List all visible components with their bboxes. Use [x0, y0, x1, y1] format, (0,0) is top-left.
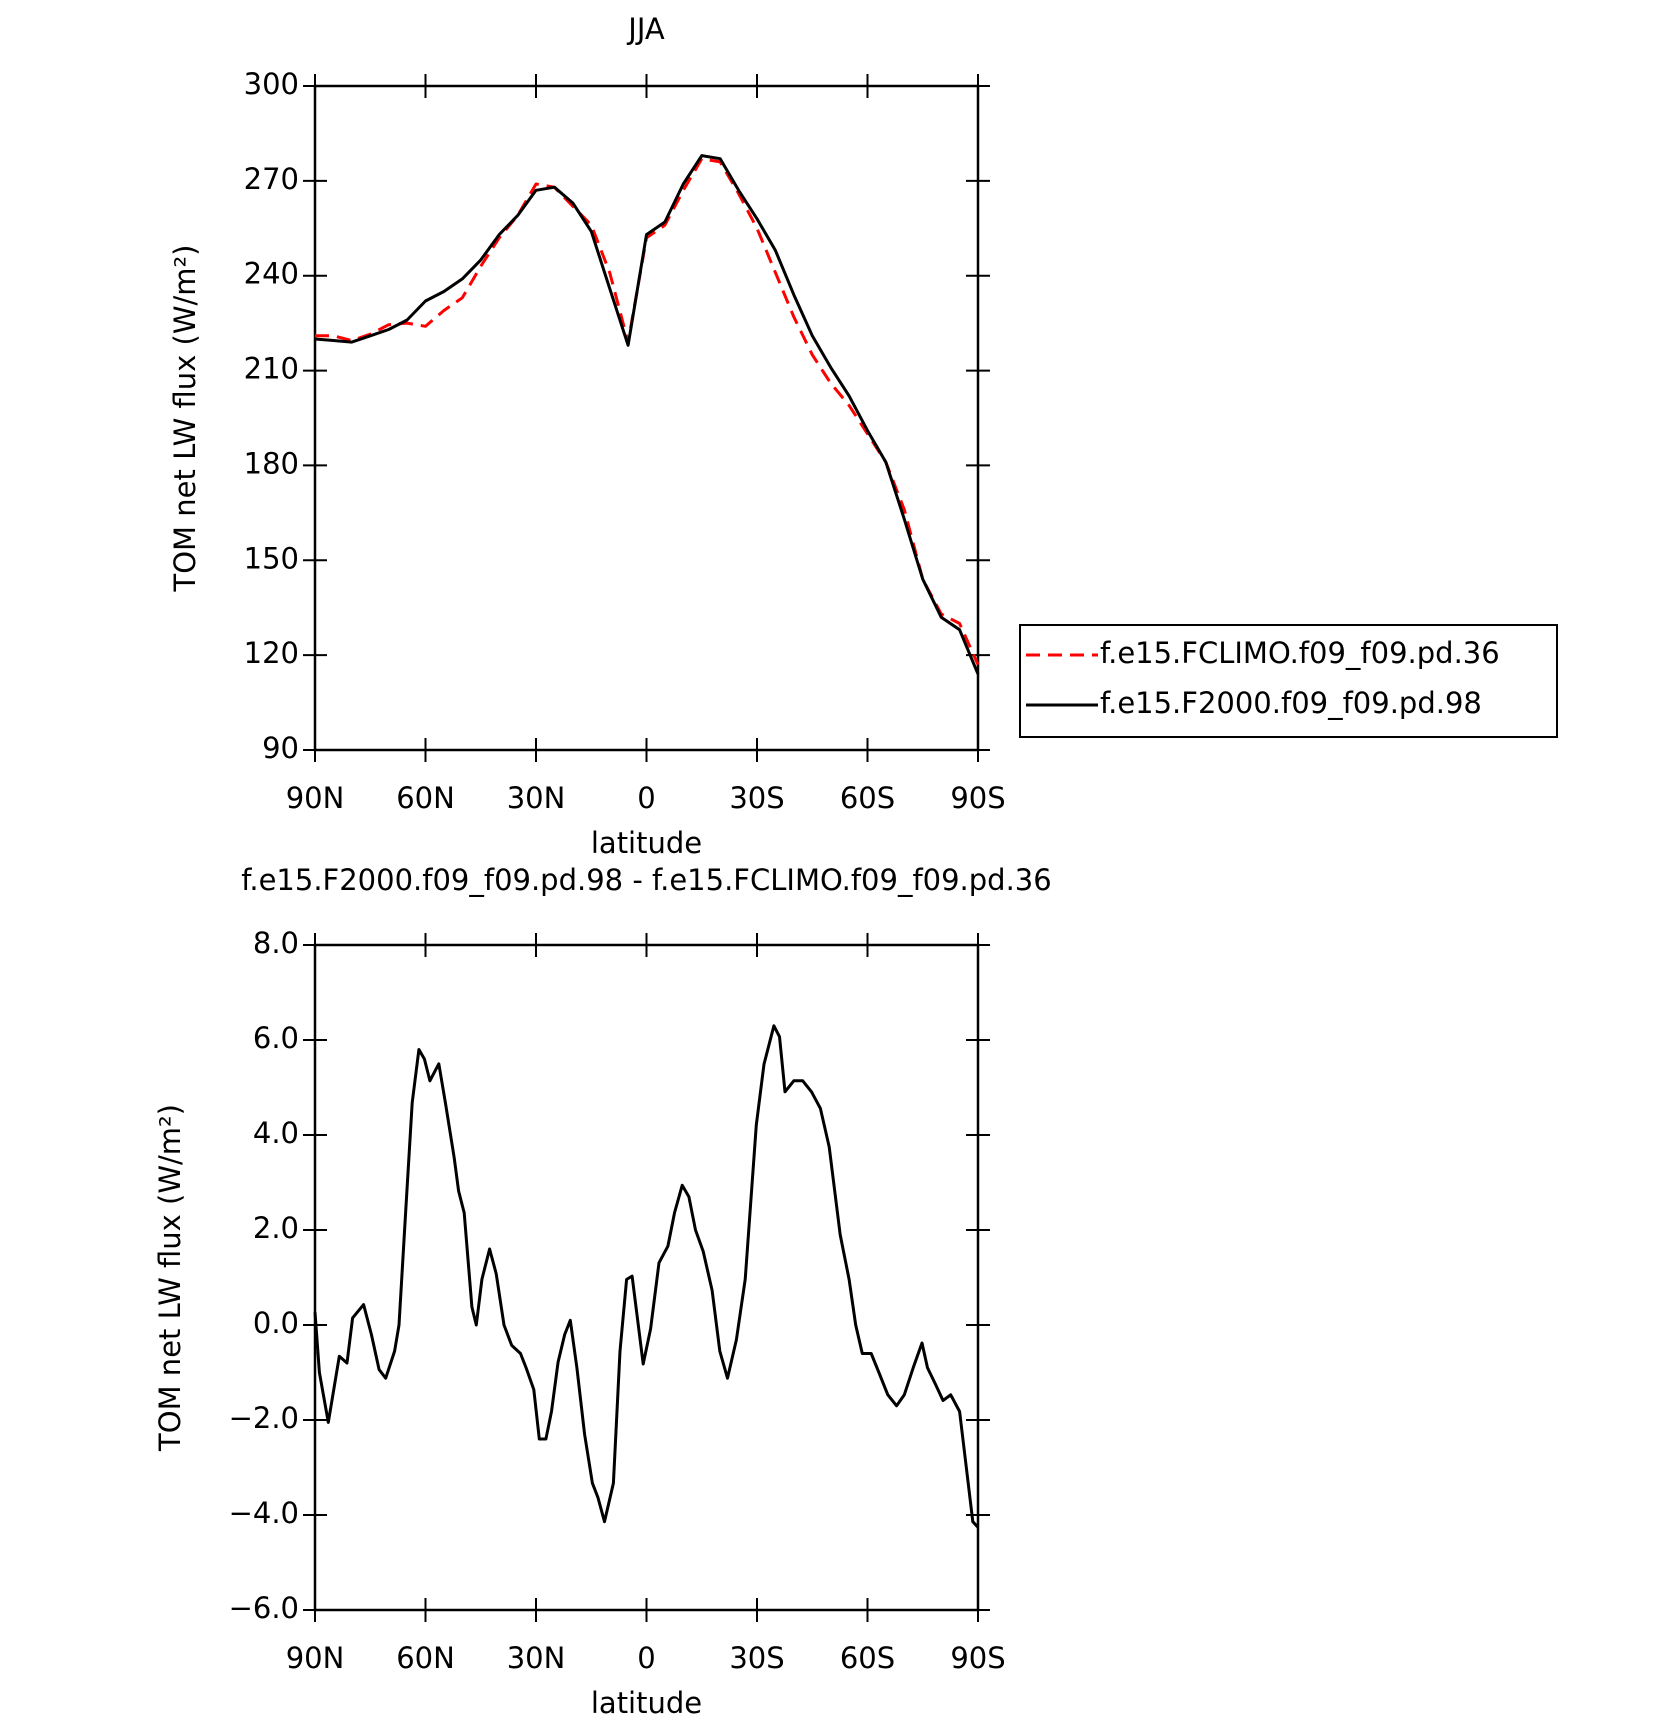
- x-tick-label: 60N: [396, 781, 455, 815]
- y-tick-label: 120: [244, 636, 299, 670]
- y-tick-label: 2.0: [253, 1211, 299, 1245]
- x-tick-label: 0: [637, 1641, 655, 1675]
- y-tick-label: −2.0: [229, 1401, 299, 1435]
- legend-box: [1019, 624, 1558, 738]
- y-tick-label: 8.0: [253, 926, 299, 960]
- plot-frame: [313, 84, 980, 752]
- y-tick-label: 150: [244, 541, 299, 575]
- x-tick-label: 60N: [396, 1641, 455, 1675]
- y-tick-label: 0.0: [253, 1306, 299, 1340]
- x-tick-label: 30N: [507, 1641, 566, 1675]
- x-tick-label: 90S: [950, 781, 1005, 815]
- x-tick-label: 30N: [507, 781, 566, 815]
- x-tick-label: 90S: [950, 1641, 1005, 1675]
- y-axis-label: TOM net LW flux (W/m²): [153, 1104, 187, 1452]
- plot-frame: [313, 943, 980, 1612]
- y-tick-label: 240: [244, 257, 299, 291]
- x-tick-label: 60S: [840, 781, 895, 815]
- y-tick-label: 180: [244, 446, 299, 480]
- chart-title: JJA: [626, 12, 665, 46]
- y-tick-label: −6.0: [229, 1591, 299, 1625]
- x-tick-label: 90N: [286, 1641, 345, 1675]
- x-tick-label: 30S: [729, 781, 784, 815]
- y-tick-label: 270: [244, 162, 299, 196]
- x-axis-label: latitude: [591, 1686, 702, 1719]
- series-line: [313, 1024, 980, 1529]
- y-axis-label: TOM net LW flux (W/m²): [168, 245, 202, 593]
- chart-title: f.e15.F2000.f09_f09.pd.98 - f.e15.FCLIMO…: [241, 863, 1051, 897]
- y-tick-label: 210: [244, 352, 299, 386]
- y-tick-label: 6.0: [253, 1021, 299, 1055]
- y-tick-label: 300: [244, 67, 299, 101]
- legend-label: f.e15.FCLIMO.f09_f09.pd.36: [1100, 636, 1500, 670]
- x-tick-label: 0: [637, 781, 655, 815]
- y-tick-label: 90: [262, 731, 299, 765]
- y-tick-label: −4.0: [229, 1496, 299, 1530]
- x-tick-label: 90N: [286, 781, 345, 815]
- y-tick-label: 4.0: [253, 1116, 299, 1150]
- x-axis-label: latitude: [591, 826, 702, 860]
- series-line: [314, 154, 980, 675]
- x-tick-label: 30S: [729, 1641, 784, 1675]
- legend-label: f.e15.F2000.f09_f09.pd.98: [1100, 686, 1482, 720]
- x-tick-label: 60S: [840, 1641, 895, 1675]
